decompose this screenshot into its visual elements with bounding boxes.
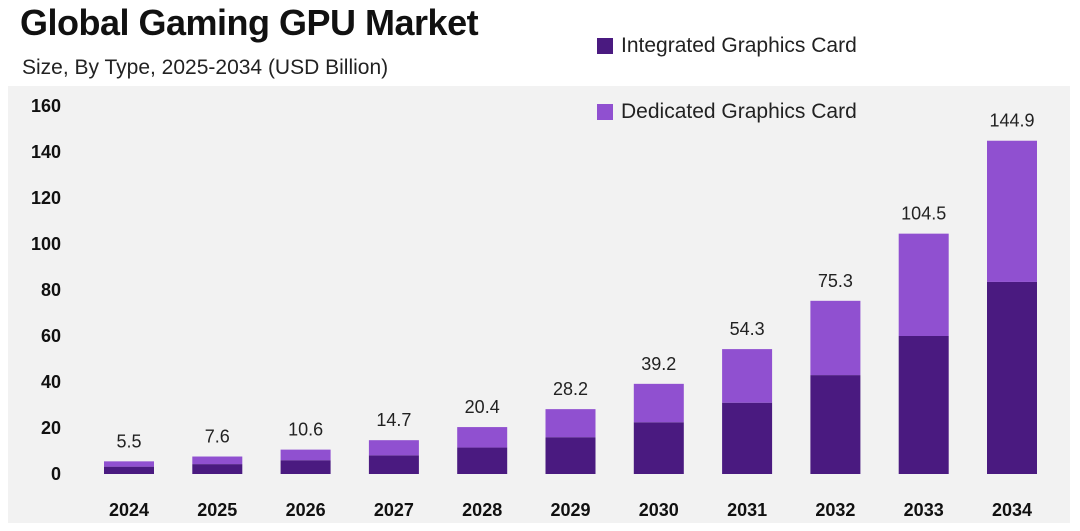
data-label: 20.4 <box>465 397 500 417</box>
y-tick-label: 60 <box>41 326 61 346</box>
bar-segment-integrated <box>457 447 508 474</box>
bar-segment-dedicated <box>192 456 243 465</box>
y-tick-label: 100 <box>31 234 61 254</box>
bar-segment-dedicated <box>545 409 596 438</box>
bar-segment-dedicated <box>368 440 419 456</box>
y-tick-label: 40 <box>41 372 61 392</box>
legend-swatch-integrated <box>597 38 613 54</box>
data-label: 28.2 <box>553 379 588 399</box>
x-tick-label: 2028 <box>462 500 502 520</box>
bar-segment-dedicated <box>633 383 684 423</box>
chart-title: Global Gaming GPU Market <box>20 2 479 43</box>
bar-segment-dedicated <box>457 427 508 448</box>
y-tick-label: 140 <box>31 142 61 162</box>
bar-segment-dedicated <box>280 449 331 461</box>
plot-background <box>8 86 1070 523</box>
bar-segment-dedicated <box>987 140 1037 282</box>
x-tick-label: 2027 <box>374 500 414 520</box>
x-tick-label: 2024 <box>109 500 149 520</box>
bar-segment-integrated <box>898 336 949 474</box>
data-label: 14.7 <box>376 410 411 430</box>
data-label: 39.2 <box>641 354 676 374</box>
data-label: 7.6 <box>205 427 230 447</box>
legend-swatch-dedicated <box>597 104 613 120</box>
bar-segment-integrated <box>633 422 684 474</box>
bar-segment-integrated <box>810 375 861 474</box>
bar-segment-integrated <box>545 437 596 474</box>
data-label: 104.5 <box>901 204 946 224</box>
bar-segment-integrated <box>722 402 773 474</box>
data-label: 54.3 <box>730 319 765 339</box>
bar-segment-integrated <box>987 281 1037 474</box>
data-label: 10.6 <box>288 420 323 440</box>
legend-item-integrated: Integrated Graphics Card <box>597 34 857 58</box>
bar-segment-integrated <box>368 455 419 474</box>
y-tick-label: 20 <box>41 418 61 438</box>
x-tick-label: 2033 <box>904 500 944 520</box>
data-label: 144.9 <box>989 111 1034 131</box>
bar-segment-dedicated <box>722 349 773 403</box>
bar-segment-integrated <box>192 464 243 474</box>
y-tick-label: 80 <box>41 280 61 300</box>
legend-label-dedicated: Dedicated Graphics Card <box>621 100 857 123</box>
x-tick-label: 2026 <box>286 500 326 520</box>
x-tick-label: 2032 <box>815 500 855 520</box>
legend-label-integrated: Integrated Graphics Card <box>621 34 857 57</box>
bar-segment-dedicated <box>104 461 154 467</box>
bar-segment-dedicated <box>898 233 949 336</box>
bar-segment-integrated <box>104 466 154 474</box>
data-label: 75.3 <box>818 271 853 291</box>
x-tick-label: 2030 <box>639 500 679 520</box>
data-label: 5.5 <box>116 431 141 451</box>
x-tick-label: 2025 <box>197 500 237 520</box>
bar-segment-dedicated <box>810 300 861 376</box>
x-tick-label: 2034 <box>992 500 1032 520</box>
y-tick-label: 160 <box>31 96 61 116</box>
y-tick-label: 0 <box>51 464 61 484</box>
legend-item-dedicated: Dedicated Graphics Card <box>597 100 857 124</box>
x-tick-label: 2031 <box>727 500 767 520</box>
chart-subtitle: Size, By Type, 2025-2034 (USD Billion) <box>22 56 389 79</box>
y-tick-label: 120 <box>31 188 61 208</box>
bar-segment-integrated <box>280 460 331 474</box>
x-tick-label: 2029 <box>550 500 590 520</box>
